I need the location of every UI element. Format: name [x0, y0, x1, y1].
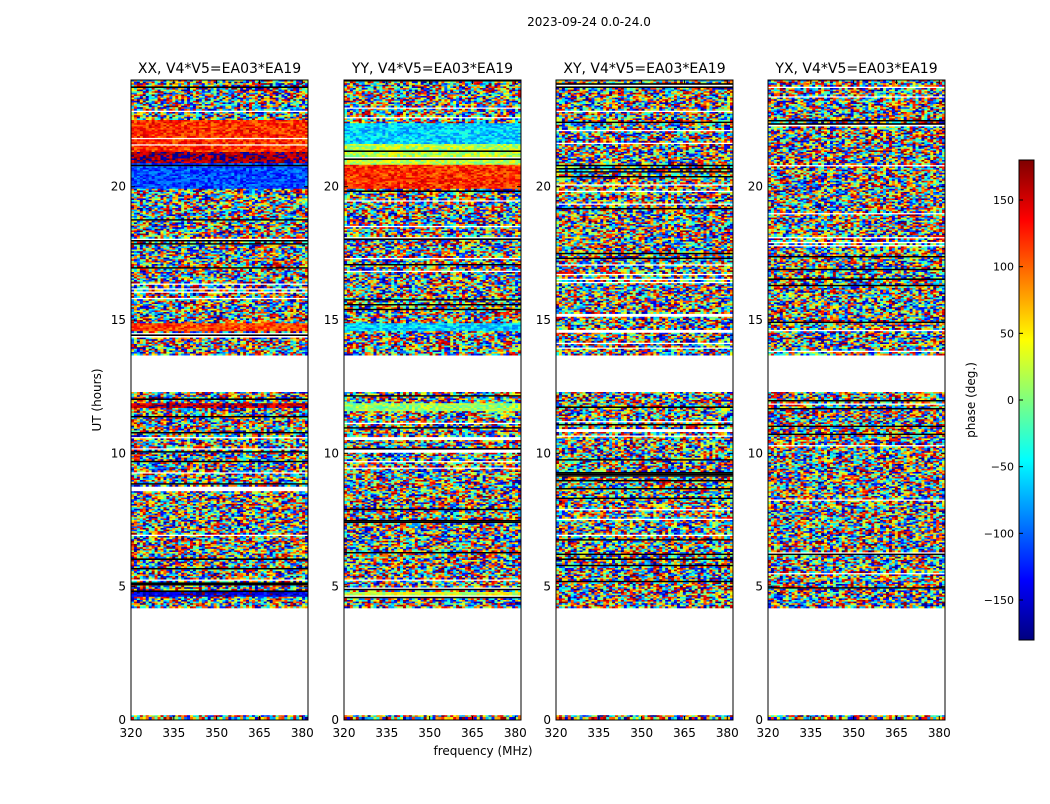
colorbar-tick-label: −100 — [984, 527, 1014, 540]
x-tick-label: 320 — [545, 726, 568, 740]
heatmap-panel: XY, V4*V5=EA03*EA19 320 335 350 365 380 0 5 10 15… — [536, 61, 739, 740]
y-tick-label: 0 — [543, 713, 551, 727]
x-tick-label: 335 — [587, 726, 610, 740]
x-tick-label: 335 — [162, 726, 185, 740]
y-axis-label: UT (hours) — [90, 368, 104, 431]
x-tick-label: 350 — [205, 726, 228, 740]
x-tick-label: 350 — [842, 726, 865, 740]
y-tick-label: 0 — [331, 713, 339, 727]
heatmap-cells — [131, 80, 308, 720]
x-tick-label: 350 — [418, 726, 441, 740]
panel-title: YY, V4*V5=EA03*EA19 — [351, 61, 513, 77]
x-tick-label: 365 — [885, 726, 908, 740]
x-tick-label: 380 — [928, 726, 951, 740]
heatmap-panels: XX, V4*V5=EA03*EA19 320 335 350 365 380 0 5 10 15… — [111, 61, 951, 740]
panel-title: XX, V4*V5=EA03*EA19 — [138, 61, 301, 77]
colorbar-label: phase (deg.) — [964, 362, 978, 438]
figure-title: 2023-09-24 0.0-24.0 — [527, 15, 651, 29]
y-tick-label: 0 — [118, 713, 126, 727]
y-tick-label: 15 — [536, 313, 551, 327]
y-tick-label: 10 — [748, 446, 763, 460]
panel-title: YX, V4*V5=EA03*EA19 — [774, 61, 937, 77]
y-tick-label: 10 — [111, 446, 126, 460]
y-tick-label: 5 — [755, 580, 763, 594]
y-tick-label: 20 — [748, 180, 763, 194]
colorbar: −150 −100 −50 0 50 100 150 — [984, 160, 1034, 640]
y-tick-label: 15 — [324, 313, 339, 327]
y-tick-label: 0 — [755, 713, 763, 727]
heatmap-cells — [344, 80, 521, 720]
heatmap-panel: YX, V4*V5=EA03*EA19 320 335 350 365 380 0 5 10 15… — [748, 61, 951, 740]
y-tick-label: 20 — [111, 180, 126, 194]
heatmap-cells — [556, 80, 733, 720]
y-tick-label: 10 — [324, 446, 339, 460]
y-tick-label: 20 — [536, 180, 551, 194]
colorbar-tick-label: 100 — [993, 261, 1014, 274]
x-tick-label: 335 — [799, 726, 822, 740]
y-tick-label: 20 — [324, 180, 339, 194]
panel-title: XY, V4*V5=EA03*EA19 — [563, 61, 725, 77]
heatmap-panel: XX, V4*V5=EA03*EA19 320 335 350 365 380 0 5 10 15… — [111, 61, 314, 740]
x-axis-label: frequency (MHz) — [433, 744, 532, 758]
x-tick-label: 335 — [375, 726, 398, 740]
x-tick-label: 380 — [716, 726, 739, 740]
x-tick-label: 380 — [291, 726, 314, 740]
x-tick-label: 320 — [757, 726, 780, 740]
x-tick-label: 350 — [630, 726, 653, 740]
heatmap-panel: YY, V4*V5=EA03*EA19 320 335 350 365 380 0 5 10 15… — [324, 61, 527, 740]
y-tick-label: 15 — [748, 313, 763, 327]
colorbar-tick-label: 0 — [1007, 394, 1014, 407]
colorbar-tick-label: 50 — [1000, 327, 1014, 340]
y-tick-label: 10 — [536, 446, 551, 460]
x-tick-label: 320 — [333, 726, 356, 740]
y-tick-label: 5 — [543, 580, 551, 594]
x-tick-label: 380 — [504, 726, 527, 740]
y-tick-label: 15 — [111, 313, 126, 327]
x-tick-label: 365 — [248, 726, 271, 740]
colorbar-tick-label: −50 — [991, 461, 1014, 474]
colorbar-tick-label: 150 — [993, 194, 1014, 207]
x-tick-label: 320 — [120, 726, 143, 740]
colorbar-tick-label: −150 — [984, 594, 1014, 607]
y-tick-label: 5 — [331, 580, 339, 594]
x-tick-label: 365 — [673, 726, 696, 740]
y-tick-label: 5 — [118, 580, 126, 594]
x-tick-label: 365 — [461, 726, 484, 740]
heatmap-cells — [768, 80, 945, 720]
